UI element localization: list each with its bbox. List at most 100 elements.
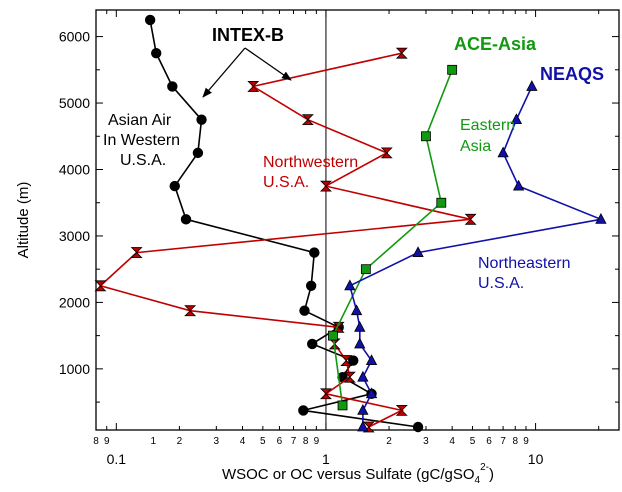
annotation-eastern-line1: Eastern [460, 117, 515, 134]
series-eastern-asia [328, 64, 458, 411]
x-minor-label: 6 [277, 436, 283, 447]
data-point-northeastern [357, 370, 369, 382]
x-axis-title-close: ) [489, 466, 494, 483]
series-asian-air [144, 14, 424, 433]
x-axis-title-main: WSOC or OC versus Sulfate (gC/gSO [222, 466, 475, 483]
annotation-northeastern-line2: U.S.A. [478, 275, 524, 292]
x-minor-label: 8 [93, 436, 99, 447]
data-point-northeastern [365, 354, 378, 365]
data-point-eastern-asia [328, 330, 338, 341]
x-axis-title-subscript: 4 [475, 475, 481, 486]
data-point-eastern-asia [421, 131, 431, 142]
y-tick-label: 2000 [59, 294, 90, 310]
data-point-northeastern [350, 304, 363, 316]
x-minor-label: 9 [523, 436, 529, 447]
series-line-eastern-asia [332, 69, 453, 406]
x-minor-label: 1 [150, 436, 156, 447]
series-line-northwestern [98, 52, 471, 428]
x-minor-label: 3 [214, 436, 220, 447]
data-point-eastern-asia [360, 264, 371, 275]
data-point-asian-air [180, 214, 192, 225]
annotation-neaqs-title: NEAQS [540, 64, 604, 84]
data-point-northwestern [395, 47, 408, 59]
plot-frame [95, 9, 620, 431]
data-point-northeastern [512, 179, 525, 191]
annotation-ace-title: ACE-Asia [454, 34, 537, 54]
annotation-asian-air-line1: Asian Air [108, 112, 172, 129]
x-axis-ticks: 0.1 1 108 9 1 2 3 4 5 6 7 8 9 2 3 4 5 6 7 8 9 [93, 10, 600, 467]
data-point-northwestern [343, 371, 356, 383]
x-tick-label: 0.1 [107, 451, 127, 467]
data-point-northwestern [464, 213, 477, 225]
arrow-intex-right [244, 47, 292, 81]
data-point-northeastern [357, 420, 369, 432]
data-point-asian-air [309, 247, 320, 258]
data-point-asian-air [299, 305, 310, 316]
data-point-northeastern [412, 246, 424, 257]
y-tick-label: 1000 [59, 361, 90, 377]
annotation-eastern-line2: Asia [460, 138, 491, 155]
x-minor-label: 6 [486, 436, 492, 447]
data-point-asian-air [412, 421, 424, 433]
series-line-asian-air [149, 19, 419, 428]
data-point-northeastern [526, 80, 538, 91]
annotation-northeastern-line1: Northeastern [478, 255, 571, 272]
annotation-northwestern-line2: U.S.A. [263, 174, 309, 191]
y-tick-label: 5000 [59, 95, 90, 111]
y-tick-label: 3000 [59, 228, 90, 244]
data-point-northwestern [301, 114, 314, 126]
series-layer [94, 14, 607, 433]
x-minor-label: 7 [291, 436, 297, 447]
data-point-asian-air [192, 147, 204, 159]
x-minor-label: 2 [177, 436, 183, 447]
x-axis-title-superscript: 2- [480, 462, 489, 473]
x-minor-label: 3 [423, 436, 429, 447]
data-point-northwestern [184, 305, 197, 317]
data-point-northwestern [247, 81, 260, 92]
data-point-asian-air [298, 405, 309, 416]
data-point-northeastern [354, 337, 366, 349]
data-point-northeastern [344, 279, 356, 291]
x-minor-label: 4 [449, 436, 455, 447]
data-point-eastern-asia [436, 197, 447, 208]
data-point-northeastern [510, 113, 523, 125]
data-point-northwestern [380, 147, 393, 159]
y-tick-label: 6000 [59, 29, 90, 45]
data-point-northwestern [319, 388, 332, 400]
data-point-asian-air [305, 280, 317, 291]
x-minor-label: 9 [314, 436, 320, 447]
annotation-asian-air-line2: In Western [103, 132, 180, 149]
data-point-asian-air [196, 114, 207, 125]
x-minor-label: 8 [512, 436, 518, 447]
data-point-eastern-asia [337, 400, 348, 411]
arrow-intex-left [202, 47, 246, 98]
data-point-northeastern [365, 387, 378, 399]
data-point-northwestern [395, 404, 408, 416]
x-minor-label: 4 [240, 436, 246, 447]
data-point-northwestern [340, 355, 353, 366]
data-point-northwestern [319, 180, 332, 192]
x-minor-label: 5 [260, 436, 266, 447]
x-minor-label: 8 [303, 436, 309, 447]
y-tick-label: 4000 [59, 161, 90, 177]
data-point-northeastern [354, 320, 366, 332]
x-tick-label: 10 [528, 451, 544, 467]
data-point-northeastern [595, 212, 607, 224]
x-minor-label: 9 [104, 436, 110, 447]
x-axis-title: WSOC or OC versus Sulfate (gC/gSO4 2-) [222, 462, 494, 486]
x-minor-label: 2 [386, 436, 392, 447]
data-point-asian-air [167, 81, 178, 92]
x-tick-label: 1 [322, 451, 330, 467]
data-point-asian-air [307, 338, 318, 350]
data-point-asian-air [169, 180, 180, 192]
annotation-intex-title: INTEX-B [212, 25, 284, 45]
annotation-asian-air-line3: U.S.A. [120, 152, 166, 169]
x-minor-label: 7 [500, 436, 506, 447]
data-point-northeastern [497, 146, 509, 158]
series-northwestern [94, 47, 477, 433]
y-axis-ticks: 1000 2000 3000 4000 5000 6000 [59, 29, 619, 403]
data-point-eastern-asia [447, 64, 458, 75]
data-point-asian-air [348, 355, 359, 366]
x-minor-label: 5 [470, 436, 476, 447]
